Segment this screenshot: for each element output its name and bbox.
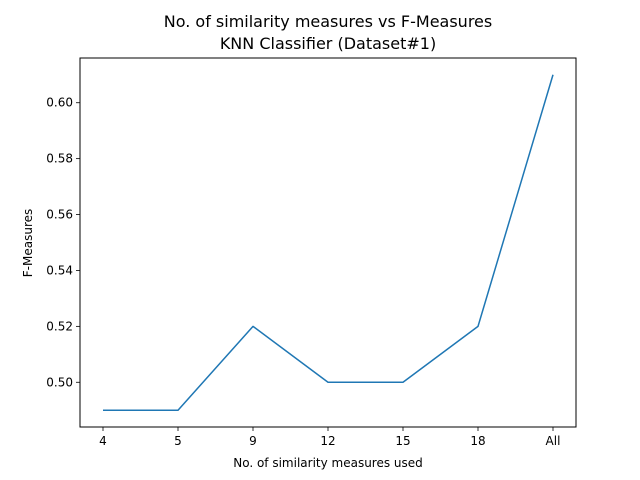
chart-title-line-2: KNN Classifier (Dataset#1) [220,34,436,53]
y-axis-label: F-Measures [21,209,35,277]
x-tick-label: All [546,434,561,448]
x-axis-label: No. of similarity measures used [233,456,423,470]
series-line [103,74,554,411]
y-tick-label: 0.52 [46,319,73,333]
x-tick-label: 9 [249,434,257,448]
x-axis: 4 5 9 12 15 18 All [99,427,560,448]
x-tick-label: 18 [470,434,485,448]
y-axis: 0.50 0.52 0.54 0.56 0.58 0.60 [46,96,80,389]
x-tick-label: 5 [174,434,182,448]
x-tick-label: 15 [395,434,410,448]
y-tick-label: 0.50 [46,375,73,389]
y-tick-label: 0.58 [46,152,73,166]
chart-title-line-1: No. of similarity measures vs F-Measures [164,12,492,31]
y-tick-label: 0.56 [46,208,73,222]
x-tick-label: 12 [320,434,335,448]
series-layer [103,74,554,411]
y-tick-label: 0.60 [46,96,73,110]
y-tick-label: 0.54 [46,263,73,277]
x-tick-label: 4 [99,434,107,448]
plot-area-frame [79,57,577,428]
